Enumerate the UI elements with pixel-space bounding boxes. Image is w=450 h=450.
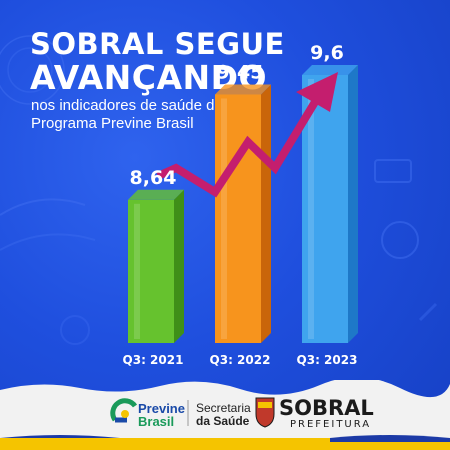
- footer-band: [0, 380, 450, 450]
- bar-1: [128, 189, 184, 343]
- category-label-1: Q3: 2021: [123, 353, 184, 367]
- sobral-prefeitura-name: SOBRAL: [279, 396, 374, 420]
- previne-brasil-logo-line1: Previne: [138, 401, 185, 416]
- value-label-2: 9,45: [217, 62, 264, 84]
- value-label-3: 9,6: [310, 42, 344, 64]
- title-line-1: SOBRAL SEGUE: [30, 27, 285, 61]
- secretaria-saude-line2: da Saúde: [196, 414, 250, 428]
- secretaria-saude-line1: Secretaria: [196, 401, 251, 415]
- trend-arrow: [156, 94, 322, 198]
- previne-brasil-logo-line2: Brasil: [138, 414, 175, 429]
- value-label-1: 8,64: [130, 167, 177, 189]
- category-label-2: Q3: 2022: [210, 353, 271, 367]
- bar-2: [215, 84, 271, 343]
- bar-3: [302, 65, 358, 343]
- sobral-prefeitura-sub: PREFEITURA: [290, 419, 372, 430]
- subtitle-line-2: Programa Previne Brasil: [31, 115, 194, 132]
- category-label-3: Q3: 2023: [297, 353, 358, 367]
- subtitle-line-1: nos indicadores de saúde do: [31, 97, 223, 114]
- trend-arrow-head-icon: [296, 72, 338, 112]
